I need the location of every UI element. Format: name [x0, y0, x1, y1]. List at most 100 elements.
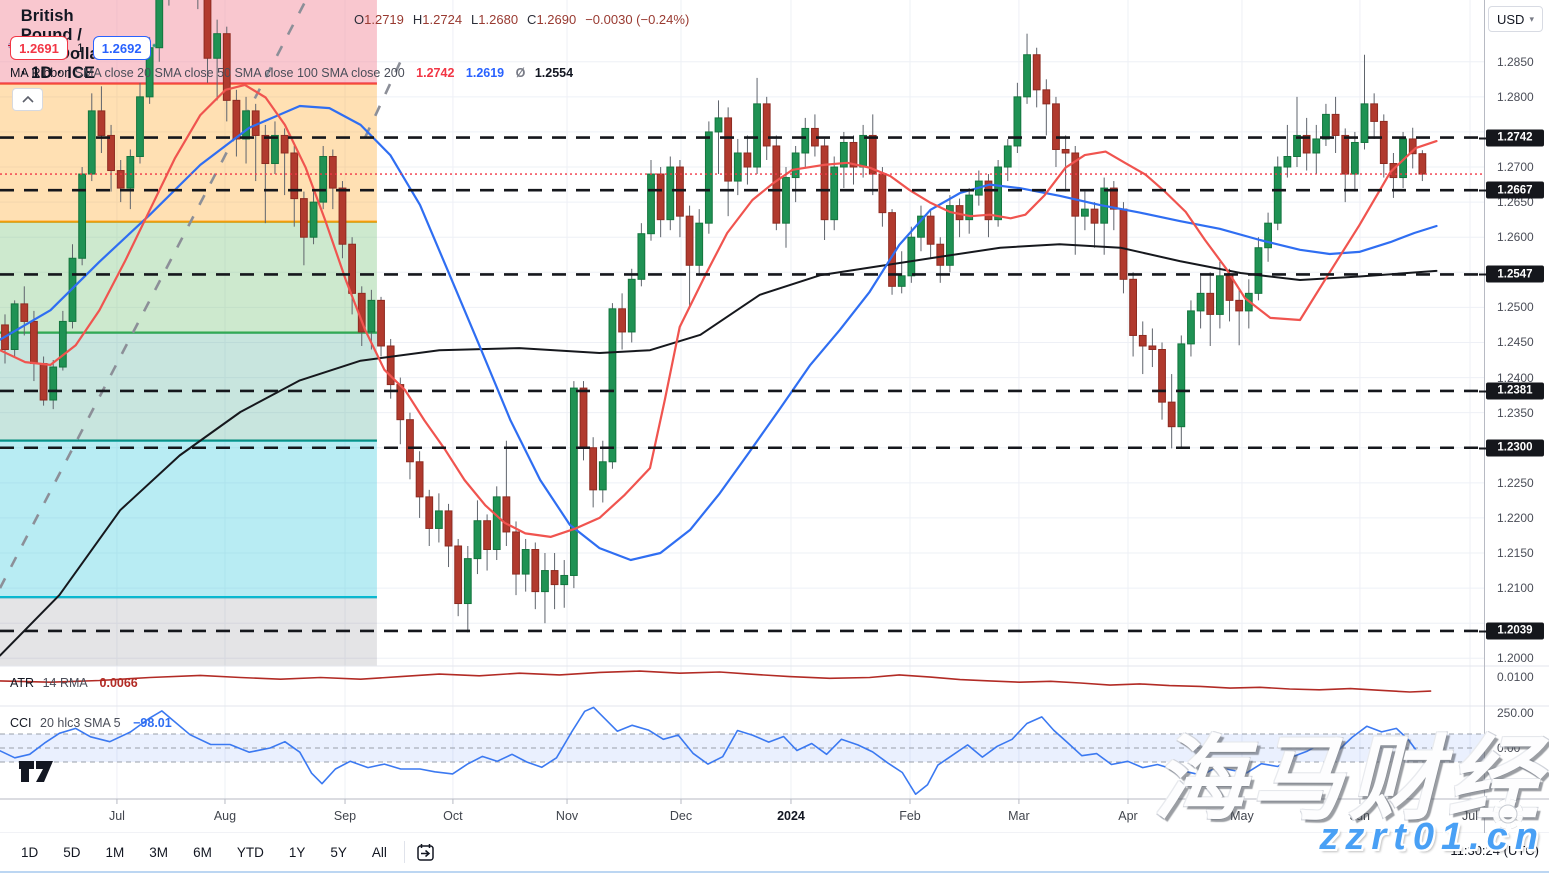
go-to-date-button[interactable]	[415, 842, 436, 863]
candle	[541, 570, 549, 593]
candle	[454, 545, 463, 605]
candle	[724, 117, 733, 182]
candle	[1264, 222, 1272, 249]
low-value: 1.2680	[478, 12, 519, 27]
candle	[791, 152, 800, 179]
candle	[762, 103, 771, 147]
price-scale[interactable]: USD ▾ 1.2850 1.2800 1.2700 1.2650 1.2600 1.25…	[1479, 0, 1549, 833]
candle	[656, 173, 665, 221]
candle	[1148, 345, 1157, 350]
candle	[367, 299, 376, 333]
currency-dropdown[interactable]: USD ▾	[1488, 6, 1543, 32]
range-button-5d[interactable]: 5D	[63, 844, 81, 860]
time-axis-label: May	[1230, 809, 1254, 823]
buy-button[interactable]: 1.2692	[92, 36, 151, 60]
candle	[704, 131, 713, 224]
candle	[1119, 208, 1128, 280]
candle	[984, 180, 993, 221]
candle	[733, 152, 742, 182]
sell-button[interactable]: 1.2691	[10, 36, 68, 60]
ma-ribbon-legend[interactable]: MA Ribbon SMA close 20 SMA close 50 SMA …	[10, 66, 573, 80]
candle	[415, 461, 424, 498]
high-value: 1.2724	[422, 12, 463, 27]
change-value: −0.0030 (−0.24%)	[585, 12, 690, 27]
candle	[772, 145, 781, 224]
candle	[444, 510, 453, 547]
candle	[1235, 299, 1244, 312]
trade-buttons-row: 1.2691 1 1.2692	[10, 36, 151, 60]
range-buttons: 1D 5D 1M 3M 6M YTD 1Y 5Y All	[12, 841, 396, 864]
candle	[242, 110, 250, 140]
cci-name[interactable]: CCI	[10, 716, 32, 730]
candle	[87, 110, 96, 175]
candle	[309, 201, 318, 238]
range-button-ytd[interactable]: YTD	[236, 844, 264, 860]
candle	[97, 110, 106, 136]
price-tick: 1.2100	[1497, 581, 1534, 596]
candle	[386, 345, 395, 386]
cci-legend[interactable]: CCI 20 hlc3 SMA 5 −98.01	[10, 716, 172, 730]
candle	[136, 96, 144, 157]
tradingview-logo[interactable]	[18, 758, 54, 789]
candle	[299, 198, 308, 238]
candle	[1003, 145, 1012, 168]
candle	[965, 194, 974, 221]
cci-value: −98.01	[133, 716, 172, 730]
candle	[618, 308, 626, 333]
candle	[280, 134, 289, 154]
candle	[107, 134, 115, 172]
spread-value: 1	[77, 41, 84, 55]
price-level-badge[interactable]: 1.2039	[1479, 622, 1544, 640]
candle	[685, 215, 694, 266]
atr-name[interactable]: ATR	[10, 676, 35, 690]
candle	[1138, 334, 1147, 347]
price-level-badge[interactable]: 1.2547	[1479, 265, 1544, 283]
range-button-6m[interactable]: 6M	[193, 844, 212, 860]
price-tick: 1.2250	[1497, 475, 1534, 490]
time-axis[interactable]: Jul Aug Sep Oct Nov Dec 2024 Feb Mar Apr May Jun Jul	[0, 799, 1484, 833]
candle	[1370, 103, 1379, 122]
price-tick: 1.2800	[1497, 89, 1534, 104]
candle	[521, 549, 530, 575]
candle	[1206, 292, 1215, 315]
atr-legend[interactable]: ATR 14 RMA 0.0066	[10, 676, 138, 690]
candle	[58, 320, 67, 368]
cci-tick: 0.00	[1497, 741, 1521, 756]
candle	[569, 387, 578, 576]
range-button-1d[interactable]: 1D	[21, 844, 39, 860]
close-value: 1.2690	[536, 12, 577, 27]
range-button-all[interactable]: All	[371, 844, 387, 860]
candle	[936, 243, 945, 266]
candle	[1283, 155, 1292, 168]
candle	[20, 303, 29, 322]
candle	[878, 173, 887, 214]
price-level-badge[interactable]: 1.2381	[1479, 382, 1544, 400]
price-tick: 1.2150	[1497, 546, 1534, 560]
bottom-strip	[0, 870, 1549, 873]
candle	[425, 496, 434, 529]
candle	[560, 574, 569, 586]
chevron-down-icon: ▾	[1529, 13, 1534, 24]
price-level-badge[interactable]: 1.2300	[1479, 439, 1544, 457]
price-level-badge[interactable]: 1.2667	[1479, 181, 1544, 199]
candle	[1032, 54, 1041, 91]
candle	[463, 558, 472, 605]
range-button-5y[interactable]: 5Y	[330, 844, 347, 860]
candle	[1302, 134, 1311, 154]
range-button-1y[interactable]: 1Y	[288, 844, 306, 860]
candle	[1129, 278, 1138, 336]
candle	[666, 166, 675, 221]
ma-ribbon-name[interactable]: MA Ribbon	[10, 66, 72, 80]
tradingview-logo-icon	[19, 761, 53, 782]
candle	[627, 278, 636, 333]
session-clock[interactable]: 11:30:24 (UTC)	[1450, 843, 1539, 858]
candle	[782, 177, 790, 224]
range-button-1m[interactable]: 1M	[105, 844, 125, 860]
price-level-badge[interactable]: 1.2742	[1479, 129, 1544, 147]
candle	[917, 215, 925, 238]
candle	[1023, 54, 1031, 98]
pane-collapse-button[interactable]	[12, 88, 43, 111]
candle	[820, 145, 829, 221]
range-button-3m[interactable]: 3M	[149, 844, 169, 860]
